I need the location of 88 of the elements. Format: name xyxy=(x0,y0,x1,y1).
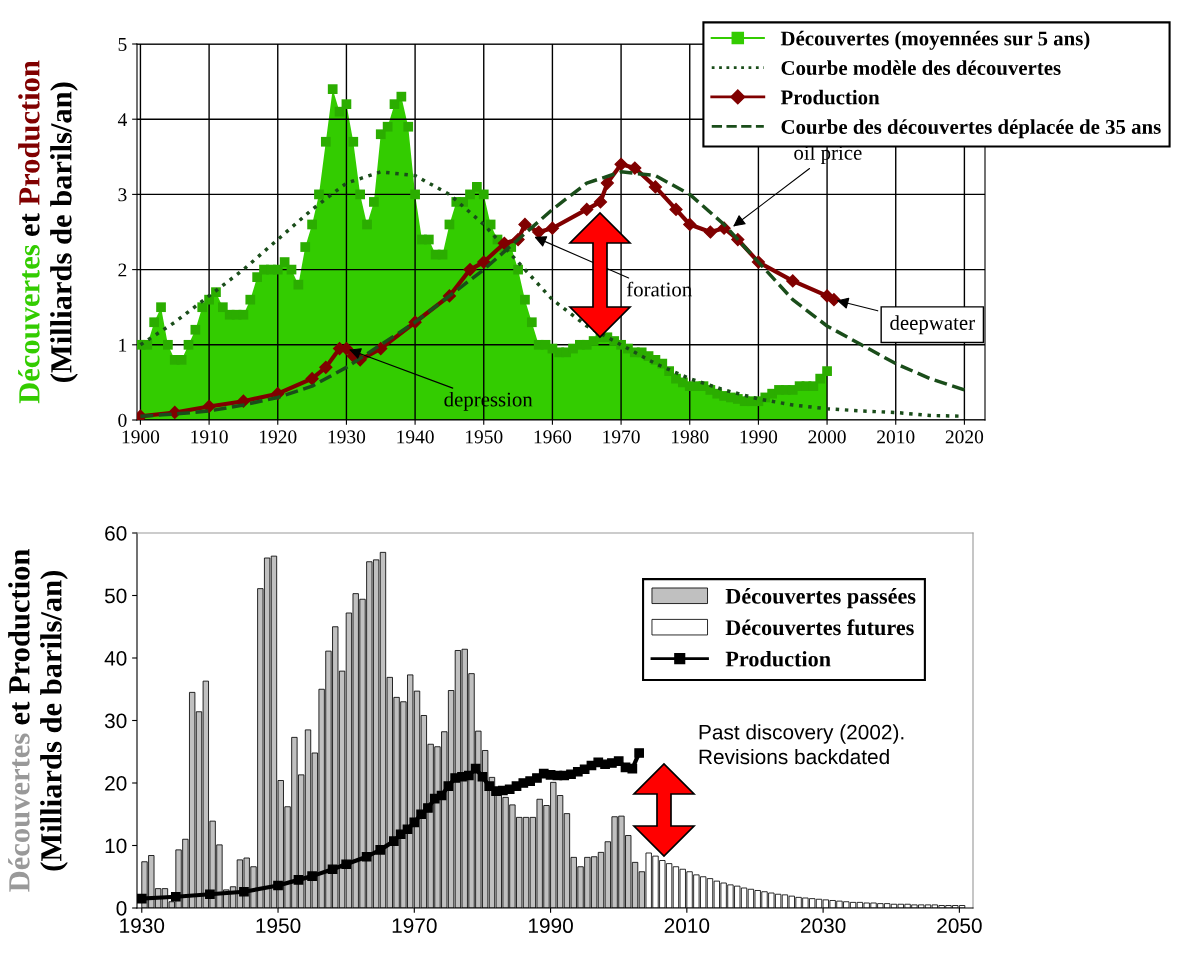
point xyxy=(205,889,215,900)
y-tick-label: 1 xyxy=(119,338,127,352)
x-tick-label: 1930 xyxy=(120,918,165,934)
point xyxy=(580,202,594,217)
point xyxy=(518,217,532,232)
y-tick-label: 40 xyxy=(104,651,127,666)
x-tick-label: 1940 xyxy=(397,430,434,444)
legend-label: Production xyxy=(780,89,880,105)
point xyxy=(683,217,697,232)
point xyxy=(341,859,352,870)
x-tick-label: 1930 xyxy=(328,430,366,444)
x-tick-label: 1990 xyxy=(740,430,778,444)
legend-label: Production xyxy=(725,650,831,667)
y-tick-label: 0 xyxy=(116,901,127,916)
x-tick-label: 2020 xyxy=(945,430,984,444)
legend-label: Découvertes (moyennées sur 5 ans) xyxy=(780,30,1090,50)
annotation: Past discovery (2002). Revisions backdated xyxy=(699,724,904,765)
point xyxy=(273,880,283,891)
x-tick-label: 2050 xyxy=(937,918,982,934)
point xyxy=(786,274,800,288)
point xyxy=(532,773,542,783)
point xyxy=(669,202,683,217)
y-tick-label: 20 xyxy=(105,776,127,791)
point xyxy=(545,221,560,235)
text: Découvertes et Production (Milliards de barils/an) xyxy=(8,549,68,892)
point xyxy=(327,864,338,875)
point xyxy=(463,263,477,277)
point xyxy=(423,803,433,813)
point xyxy=(307,871,317,881)
point xyxy=(170,891,181,902)
x-tick-label: 2030 xyxy=(800,918,846,934)
point xyxy=(600,176,614,190)
point xyxy=(361,851,372,862)
point xyxy=(477,255,491,269)
y-tick-label: 10 xyxy=(105,838,127,854)
x-tick-label: 1950 xyxy=(256,918,301,934)
point xyxy=(477,771,488,782)
x-tick-label: 1950 xyxy=(466,430,503,444)
y-tick-label: 3 xyxy=(118,188,127,202)
point xyxy=(319,360,333,374)
y-tick-label: 5 xyxy=(118,38,127,51)
point xyxy=(416,809,426,820)
y-tick-label: 30 xyxy=(104,713,127,729)
point xyxy=(614,157,628,171)
point xyxy=(443,781,454,791)
point xyxy=(202,399,216,414)
y-tick-label: 60 xyxy=(105,526,127,541)
y-tick-label: 0 xyxy=(118,413,127,427)
point xyxy=(532,225,546,239)
legend-label: Courbe des découvertes déplacée de 35 ans xyxy=(781,119,1161,139)
point xyxy=(703,225,717,239)
point xyxy=(239,886,249,897)
x-tick-label: 1960 xyxy=(534,430,572,444)
point xyxy=(137,893,147,904)
point xyxy=(827,293,841,307)
point xyxy=(634,748,645,758)
legend-label: Découvertes futures xyxy=(725,619,914,636)
x-tick-label: 1920 xyxy=(260,430,297,444)
x-tick-label: 2010 xyxy=(664,918,710,934)
point xyxy=(409,817,420,828)
annotation: deepwater xyxy=(890,315,975,335)
point xyxy=(628,161,642,175)
point xyxy=(648,180,663,194)
x-tick-label: 1970 xyxy=(603,430,640,444)
legend-label: Découvertes passées xyxy=(725,588,916,609)
point xyxy=(305,372,319,386)
x-tick-label: 1970 xyxy=(392,918,437,934)
text: Découvertes et Production (Milliards de barils/an) xyxy=(18,60,78,404)
y-tick-label: 2 xyxy=(118,263,127,277)
y-tick-label: 4 xyxy=(117,113,127,126)
point xyxy=(374,341,388,356)
x-tick-label: 1910 xyxy=(191,430,228,444)
x-tick-label: 1990 xyxy=(528,918,573,934)
point xyxy=(613,756,624,766)
point xyxy=(497,236,511,250)
x-tick-label: 2000 xyxy=(808,430,846,444)
legend-label: Courbe modèle des découvertes xyxy=(781,60,1061,76)
point xyxy=(293,875,304,885)
point xyxy=(627,763,638,774)
x-tick-label: 2010 xyxy=(877,430,915,444)
x-tick-label: 1900 xyxy=(122,430,160,444)
x-tick-label: 1980 xyxy=(672,430,709,444)
point xyxy=(395,829,406,840)
y-tick-label: 50 xyxy=(104,588,127,604)
point xyxy=(389,836,399,846)
point xyxy=(593,195,608,209)
point xyxy=(463,770,474,781)
point xyxy=(375,845,386,855)
